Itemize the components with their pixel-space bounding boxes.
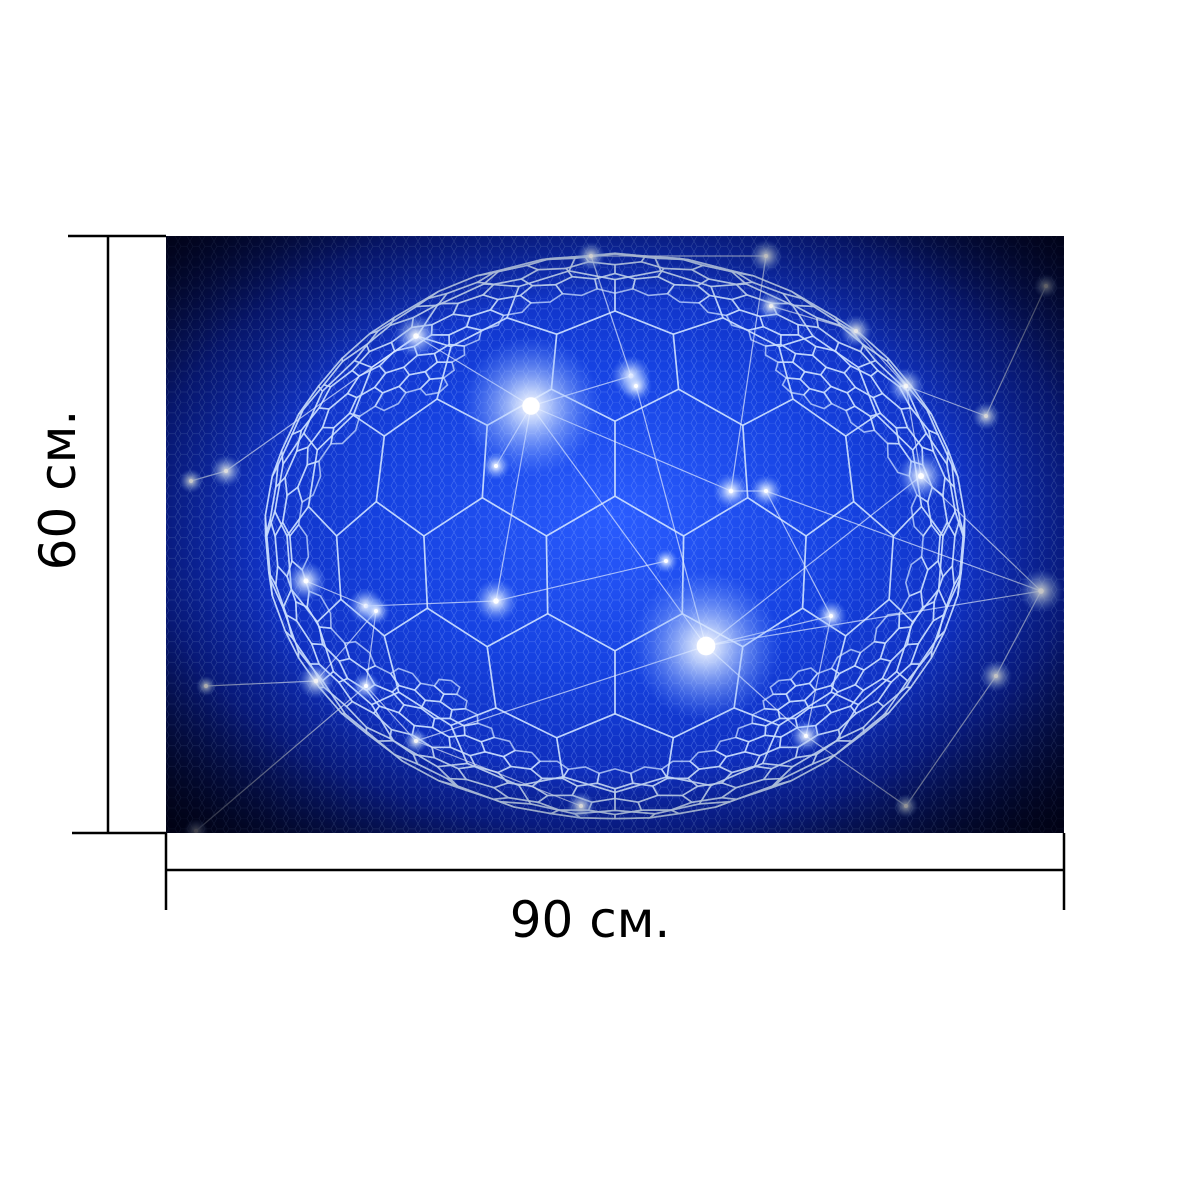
print-image (166, 236, 1064, 833)
height-label: 60 см. (29, 409, 87, 571)
hex-network-artwork (166, 236, 1064, 833)
width-label: 90 см. (509, 891, 671, 949)
